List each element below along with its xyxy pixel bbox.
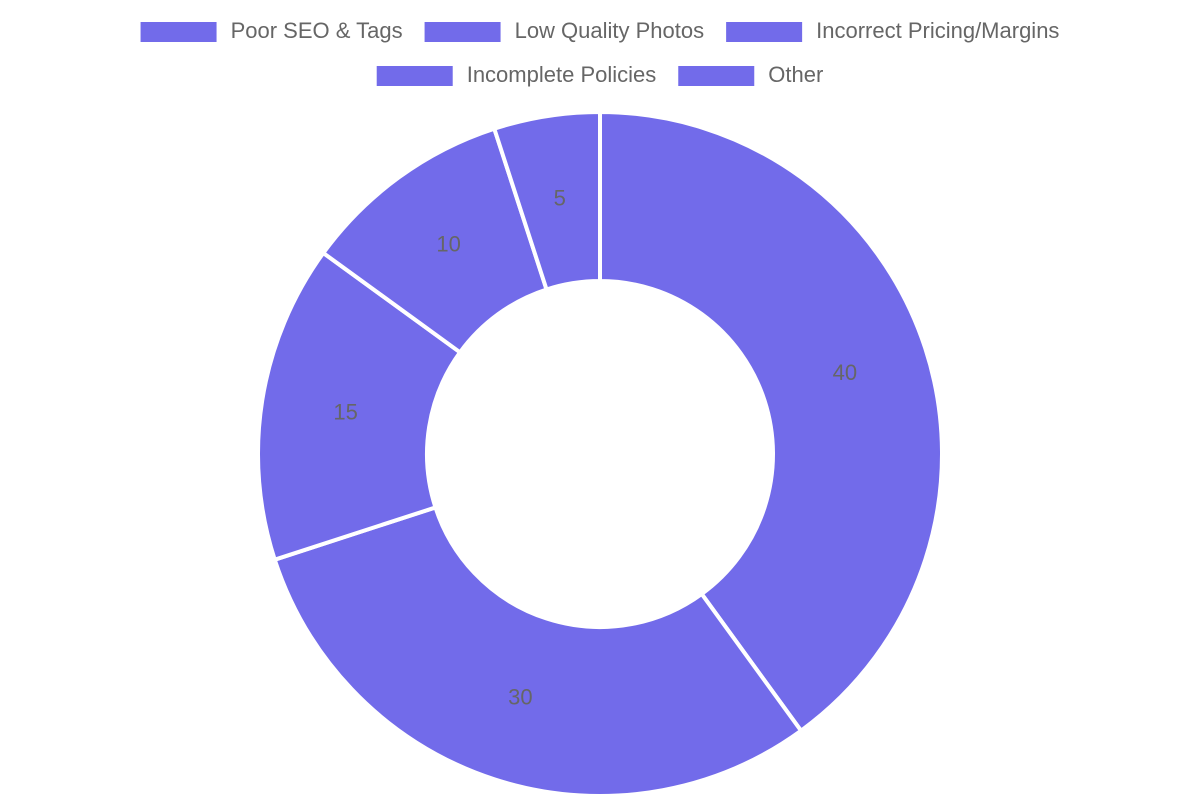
legend-swatch: [424, 22, 501, 42]
legend-label: Other: [768, 62, 823, 87]
data-label: 5: [554, 185, 566, 210]
data-label: 30: [508, 685, 532, 710]
legend-item: Poor SEO & Tags: [140, 18, 403, 43]
data-label: 15: [333, 400, 357, 425]
legend: Poor SEO & Tags Low Quality Photos Incorre…: [140, 18, 1059, 87]
legend-label: Incorrect Pricing/Margins: [816, 18, 1059, 43]
legend-item: Incomplete Policies: [376, 62, 657, 87]
slice: [272, 504, 804, 798]
legend-label: Poor SEO & Tags: [231, 18, 403, 43]
legend-label: Incomplete Policies: [467, 62, 657, 87]
legend-swatch: [376, 66, 453, 86]
legend-swatch: [140, 22, 217, 42]
slice: [598, 109, 945, 734]
slice: [491, 109, 602, 292]
data-label: 40: [833, 360, 857, 385]
legend-item: Other: [678, 62, 823, 87]
data-label: 10: [436, 231, 460, 256]
legend-item: Incorrect Pricing/Margins: [726, 18, 1059, 43]
legend-swatch: [726, 22, 803, 42]
legend-label: Low Quality Photos: [515, 18, 705, 43]
slice: [256, 250, 463, 563]
legend-item: Low Quality Photos: [424, 18, 705, 43]
legend-swatch: [678, 66, 755, 86]
